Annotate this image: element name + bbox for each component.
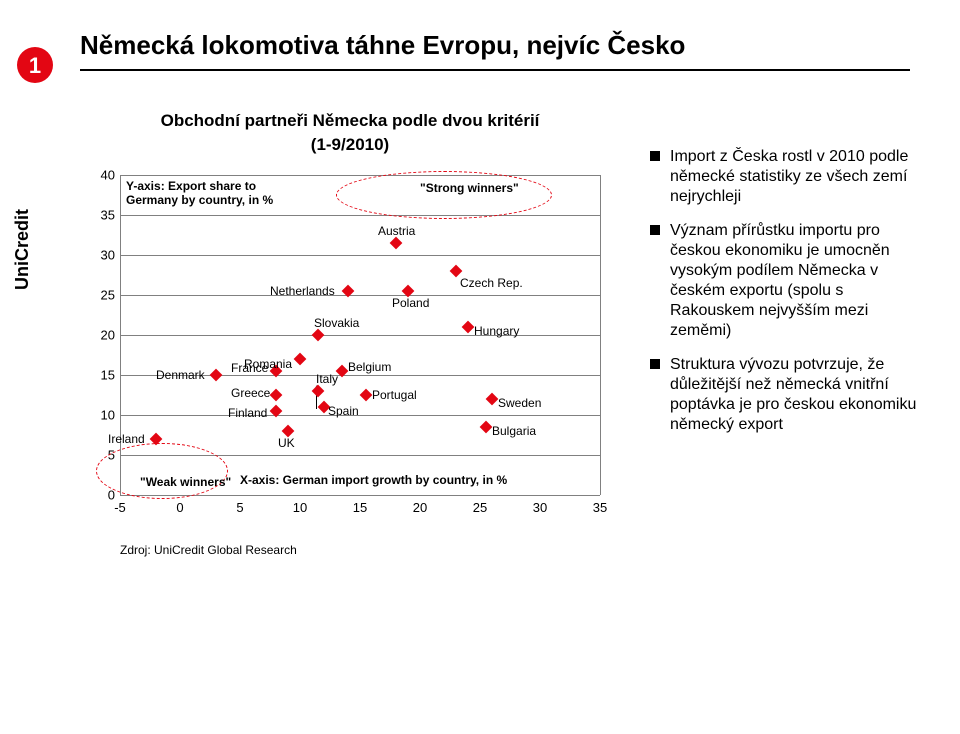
bullet-item: Význam přírůstku importu pro českou ekon… [650,221,930,341]
data-label: Sweden [498,396,541,410]
x-tick-label: -5 [114,500,126,515]
callout-weak: "Weak winners" [140,475,231,489]
y-axis-label-1: Y-axis: Export share to [126,179,256,193]
plot-area: 0510152025303540-505101520253035Y-axis: … [120,175,600,495]
chart-column: Obchodní partneři Německa podle dvou kri… [80,111,640,557]
data-point [270,389,283,402]
svg-text:UniCredit: UniCredit [12,209,32,290]
data-label: Netherlands [270,284,335,298]
right-axis [600,175,601,495]
gridline [120,335,600,336]
y-tick-label: 35 [90,208,115,223]
data-point [462,321,475,334]
y-tick-label: 15 [90,368,115,383]
y-tick-label: 30 [90,248,115,263]
x-tick-label: 0 [176,500,183,515]
chart-subtitle-2: (1-9/2010) [80,135,620,155]
y-axis-label: Y-axis: Export share toGermany by countr… [126,179,273,207]
gridline [120,295,600,296]
gridline [120,175,600,176]
data-label: Ireland [108,432,145,446]
chart-subtitle-1: Obchodní partneři Německa podle dvou kri… [80,111,620,131]
data-point [486,393,499,406]
data-point [360,389,373,402]
y-tick-label: 40 [90,168,115,183]
bullet-list: Import z Česka rostl v 2010 podle německ… [650,147,930,435]
data-point [390,237,403,250]
x-tick-label: 5 [236,500,243,515]
svg-text:1: 1 [29,53,41,78]
y-axis [120,175,121,495]
callout-ellipse [96,443,228,499]
data-label: Slovakia [314,316,359,330]
callout-ellipse [336,171,552,219]
gridline [120,415,600,416]
gridline [120,255,600,256]
data-point [480,421,493,434]
x-tick-label: 15 [353,500,367,515]
x-tick-label: 10 [293,500,307,515]
data-label: Czech Rep. [460,276,523,290]
source-note: Zdroj: UniCredit Global Research [120,543,640,557]
y-tick-label: 0 [90,488,115,503]
data-label: Greece [231,386,270,400]
data-label: Belgium [348,360,391,374]
y-tick-label: 20 [90,328,115,343]
data-label: Spain [328,404,359,418]
data-label: Bulgaria [492,424,536,438]
gridline [120,215,600,216]
content-area: Německá lokomotiva táhne Evropu, nejvíc … [70,0,960,734]
data-point [312,329,325,342]
data-label: Portugal [372,388,417,402]
x-tick-label: 20 [413,500,427,515]
data-label: Italy [316,372,338,386]
data-label: Hungary [474,324,519,338]
main-row: Obchodní partneři Německa podle dvou kri… [80,111,930,557]
x-axis-label: X-axis: German import growth by country,… [240,473,507,487]
x-tick-label: 30 [533,500,547,515]
data-label: Finland [228,406,267,420]
data-point [210,369,223,382]
page: 1 UniCredit Německá lokomotiva táhne Evr… [0,0,960,734]
title-underline [80,69,910,71]
data-label: UK [278,436,295,450]
bullet-item: Import z Česka rostl v 2010 podle německ… [650,147,930,207]
data-point [294,353,307,366]
unicredit-logo: 1 UniCredit [10,40,60,300]
side-notes: Import z Česka rostl v 2010 podle německ… [640,111,930,557]
page-title: Německá lokomotiva táhne Evropu, nejvíc … [80,30,930,61]
y-axis-label-2: Germany by country, in % [126,193,273,207]
data-label: Romania [244,357,292,371]
data-label: Austria [378,224,415,238]
y-tick-label: 10 [90,408,115,423]
scatter-chart: 0510152025303540-505101520253035Y-axis: … [80,165,620,525]
callout-strong: "Strong winners" [420,181,519,195]
x-tick-label: 35 [593,500,607,515]
sidebar-logo-strip: 1 UniCredit [0,0,70,734]
x-tick-label: 25 [473,500,487,515]
data-label: Denmark [156,368,205,382]
y-tick-label: 25 [90,288,115,303]
bullet-item: Struktura vývozu potvrzuje, že důležitěj… [650,355,930,435]
data-label: Poland [392,296,429,310]
